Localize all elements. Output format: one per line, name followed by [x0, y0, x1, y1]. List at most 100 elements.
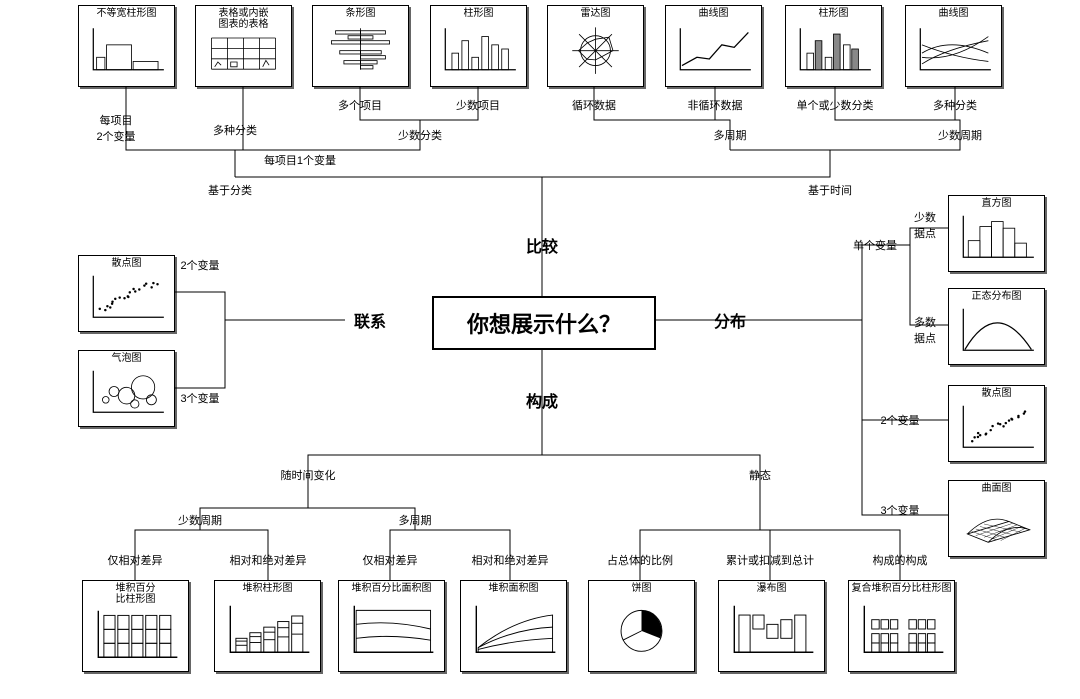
card-thumbnail: [725, 595, 818, 665]
card-title: 不等宽柱形图: [79, 8, 174, 19]
chart-card-c1: 不等宽柱形图: [78, 5, 175, 87]
card-thumbnail: [554, 20, 637, 80]
card-title: 散点图: [79, 258, 174, 269]
card-title: 堆积柱形图: [215, 583, 320, 594]
card-thumbnail: [319, 20, 402, 80]
card-thumbnail: [85, 270, 168, 325]
card-title: 曲线图: [906, 8, 1001, 19]
chart-card-c15: 堆积百分 比柱形图: [82, 580, 189, 672]
edge-label: 仅相对差异: [108, 552, 163, 568]
chart-card-c4: 柱形图: [430, 5, 527, 87]
chart-card-c9: 散点图: [78, 255, 175, 332]
chart-card-c16: 堆积柱形图: [214, 580, 321, 672]
card-title: 正态分布图: [949, 291, 1044, 302]
edge-label: 少数项目: [456, 97, 500, 113]
edge-label: 少数分类: [398, 127, 442, 143]
edge-label: 非循环数据: [688, 97, 743, 113]
chart-card-c21: 复合堆积百分比柱形图: [848, 580, 955, 672]
edge-label: 基于分类: [208, 182, 252, 198]
edge-label: 联系: [354, 308, 386, 332]
chart-card-c10: 气泡图: [78, 350, 175, 427]
card-title: 表格或内嵌 图表的表格: [196, 8, 291, 30]
card-thumbnail: [89, 605, 182, 665]
chart-card-c6: 曲线图: [665, 5, 762, 87]
card-title: 散点图: [949, 388, 1044, 399]
card-thumbnail: [855, 595, 948, 665]
card-thumbnail: [955, 210, 1038, 265]
edge-label: 多周期: [714, 127, 747, 143]
edge-label: 循环数据: [572, 97, 616, 113]
center-question: 你想展示什么？: [432, 296, 656, 350]
chart-card-c8: 曲线图: [905, 5, 1002, 87]
card-thumbnail: [85, 365, 168, 420]
card-title: 堆积百分 比柱形图: [83, 583, 188, 605]
card-thumbnail: [345, 595, 438, 665]
edge-label: 多周期: [399, 512, 432, 528]
edge-label: 基于时间: [808, 182, 852, 198]
card-title: 直方图: [949, 198, 1044, 209]
card-title: 瀑布图: [719, 583, 824, 594]
chart-card-c17: 堆积百分比面积图: [338, 580, 445, 672]
edge-label: 随时间变化: [281, 467, 336, 483]
card-title: 饼图: [589, 583, 694, 594]
edge-label: 占总体的比例: [607, 552, 673, 568]
chart-card-c11: 直方图: [948, 195, 1045, 272]
card-title: 条形图: [313, 8, 408, 19]
card-title: 曲面图: [949, 483, 1044, 494]
edge-label: 多数 据点: [914, 314, 936, 346]
card-thumbnail: [955, 495, 1038, 550]
edge-label: 多个项目: [338, 97, 382, 113]
edge-label: 2个变量: [180, 257, 219, 273]
chart-card-c5: 雷达图: [547, 5, 644, 87]
edge-label: 少数周期: [178, 512, 222, 528]
edge-label: 少数 据点: [914, 209, 936, 241]
edge-label: 单个或少数分类: [797, 97, 874, 113]
card-thumbnail: [221, 595, 314, 665]
edge-label: 3个变量: [180, 390, 219, 406]
card-thumbnail: [202, 30, 285, 80]
edge-label: 单个变量: [853, 237, 897, 253]
card-title: 曲线图: [666, 8, 761, 19]
chart-card-c7: 柱形图: [785, 5, 882, 87]
chart-card-c13: 散点图: [948, 385, 1045, 462]
edge-label: 构成: [526, 388, 558, 412]
edge-label: 相对和绝对差异: [472, 552, 549, 568]
edge-label: 每项目 2个变量: [96, 112, 135, 144]
card-title: 复合堆积百分比柱形图: [849, 583, 954, 594]
card-thumbnail: [85, 20, 168, 80]
card-thumbnail: [955, 303, 1038, 358]
edge-label: 分布: [714, 308, 746, 332]
card-title: 柱形图: [431, 8, 526, 19]
card-title: 堆积百分比面积图: [339, 583, 444, 594]
edge-label: 3个变量: [880, 502, 919, 518]
card-title: 雷达图: [548, 8, 643, 19]
chart-card-c3: 条形图: [312, 5, 409, 87]
card-thumbnail: [467, 595, 560, 665]
card-thumbnail: [955, 400, 1038, 455]
chart-card-c14: 曲面图: [948, 480, 1045, 557]
card-thumbnail: [672, 20, 755, 80]
chart-card-c2: 表格或内嵌 图表的表格: [195, 5, 292, 87]
card-title: 堆积面积图: [461, 583, 566, 594]
card-thumbnail: [912, 20, 995, 80]
card-thumbnail: [437, 20, 520, 80]
chart-card-c12: 正态分布图: [948, 288, 1045, 365]
edge-label: 少数周期: [938, 127, 982, 143]
edge-label: 每项目1个变量: [264, 152, 336, 168]
chart-card-c19: 饼图: [588, 580, 695, 672]
card-thumbnail: [792, 20, 875, 80]
chart-card-c20: 瀑布图: [718, 580, 825, 672]
card-title: 气泡图: [79, 353, 174, 364]
edge-label: 多种分类: [933, 97, 977, 113]
chart-chooser-diagram: 你想展示什么？ 比较联系分布构成每项目 2个变量多种分类每项目1个变量多个项目少…: [0, 0, 1080, 699]
edge-label: 累计或扣减到总计: [726, 552, 814, 568]
edge-label: 静态: [749, 467, 771, 483]
card-thumbnail: [595, 595, 688, 665]
edge-label: 仅相对差异: [363, 552, 418, 568]
edge-label: 2个变量: [880, 412, 919, 428]
edge-label: 比较: [526, 233, 558, 257]
edge-label: 多种分类: [213, 122, 257, 138]
edge-label: 构成的构成: [873, 552, 928, 568]
edge-label: 相对和绝对差异: [230, 552, 307, 568]
chart-card-c18: 堆积面积图: [460, 580, 567, 672]
